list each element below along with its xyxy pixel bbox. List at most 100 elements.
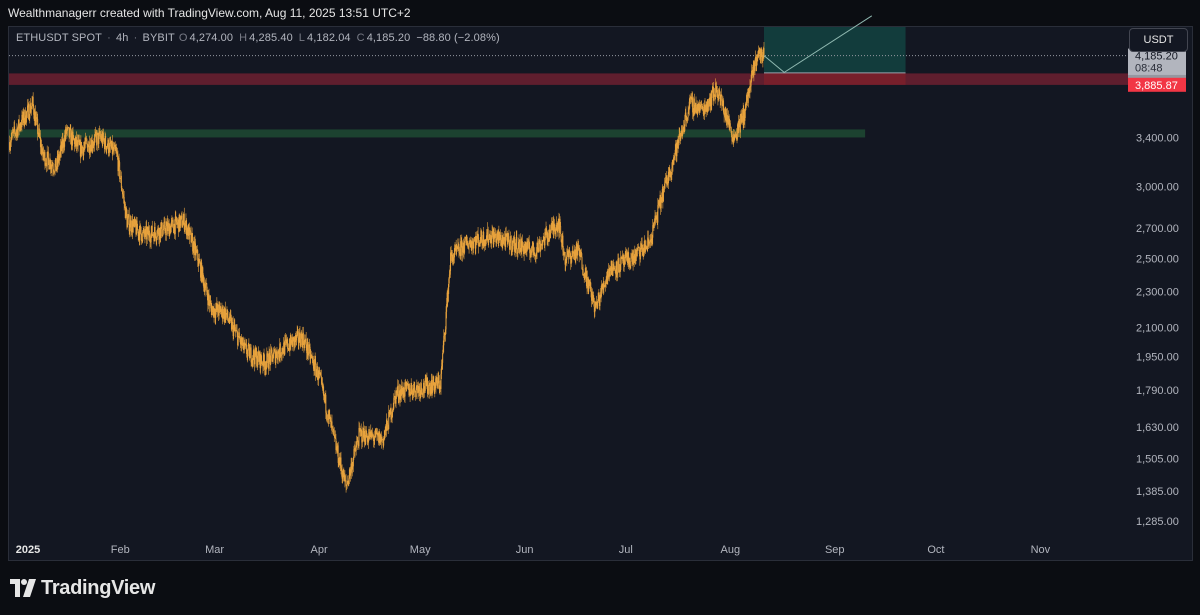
candle-body — [453, 248, 455, 258]
candle-body — [129, 220, 131, 228]
candle-body — [385, 419, 387, 431]
candle — [668, 167, 670, 176]
candle — [317, 376, 319, 386]
candle-body — [119, 178, 121, 180]
candle-body — [368, 435, 370, 443]
candle-body — [334, 436, 336, 439]
candle-body — [726, 115, 728, 123]
candle — [550, 230, 552, 239]
candle-body — [288, 348, 290, 351]
candle-body — [326, 414, 328, 419]
candle-body — [80, 142, 82, 154]
candle-body — [552, 222, 554, 229]
candle — [740, 110, 742, 117]
candle — [246, 349, 248, 361]
candle — [429, 381, 431, 397]
candle — [518, 234, 520, 243]
candle-body — [685, 116, 687, 122]
candle-body — [568, 250, 570, 258]
candle-body — [485, 239, 487, 241]
candle-body — [102, 132, 104, 140]
candle — [139, 223, 141, 232]
candle-body — [690, 96, 692, 99]
candle-body — [27, 104, 29, 106]
candle-body — [620, 257, 622, 259]
candle-body — [311, 355, 313, 357]
candle — [353, 445, 355, 460]
candle — [230, 314, 232, 332]
candle-body — [361, 430, 363, 443]
candle-body — [737, 124, 739, 134]
candle — [161, 234, 163, 238]
candle — [382, 438, 384, 443]
candle-body — [598, 292, 600, 299]
candle-body — [25, 122, 27, 124]
candle — [642, 244, 644, 256]
candle-body — [745, 104, 747, 106]
candle-body — [239, 339, 241, 345]
candle — [242, 336, 244, 354]
candle — [34, 105, 36, 127]
candle — [367, 435, 369, 445]
candle-body — [347, 480, 349, 485]
candle-body — [519, 249, 521, 253]
candle — [552, 215, 554, 239]
candle-body — [346, 485, 348, 486]
candle-body — [157, 227, 159, 235]
candle — [364, 425, 366, 448]
candle-body — [305, 338, 307, 342]
candle-body — [695, 103, 697, 113]
candle-body — [388, 410, 390, 412]
candle-body — [596, 301, 598, 306]
candle — [461, 234, 463, 262]
currency-button[interactable]: USDT — [1129, 28, 1188, 52]
candle — [27, 98, 29, 108]
candle-body — [353, 449, 355, 458]
candle-body — [746, 95, 748, 106]
candle-body — [758, 47, 760, 54]
candle — [641, 237, 643, 257]
candle — [542, 240, 544, 250]
candle-body — [547, 233, 549, 240]
candle — [670, 171, 672, 183]
candle-body — [535, 252, 537, 257]
candle-body — [136, 220, 138, 231]
candle — [252, 345, 254, 367]
candle-body — [227, 309, 229, 318]
candle-body — [573, 252, 575, 257]
candle — [440, 368, 442, 395]
candle-body — [230, 316, 232, 319]
candle — [502, 235, 504, 249]
candle-body — [662, 189, 664, 202]
candle-body — [657, 202, 659, 206]
candle-body — [674, 149, 676, 156]
candle — [728, 110, 730, 128]
candle-body — [533, 252, 535, 256]
candle-body — [410, 393, 412, 396]
candle-body — [221, 306, 223, 312]
candle — [83, 141, 85, 151]
candle — [403, 382, 405, 399]
candle-body — [743, 109, 745, 124]
candle — [186, 227, 188, 240]
candle-body — [121, 191, 123, 195]
candle — [220, 306, 222, 315]
candle-body — [502, 239, 504, 244]
candle — [710, 89, 712, 112]
stop-price-badge — [1128, 77, 1186, 92]
candle — [750, 80, 752, 91]
candle — [656, 211, 658, 226]
candle-body — [292, 336, 294, 338]
candle — [334, 434, 336, 438]
candle — [280, 351, 282, 361]
candle-body — [641, 243, 643, 252]
candle — [271, 347, 273, 362]
candle-body — [205, 284, 207, 289]
candle — [596, 301, 598, 309]
candle — [760, 48, 762, 64]
candle — [482, 239, 484, 250]
candle-body — [624, 253, 626, 265]
candle-body — [103, 140, 105, 149]
candle — [163, 217, 165, 235]
